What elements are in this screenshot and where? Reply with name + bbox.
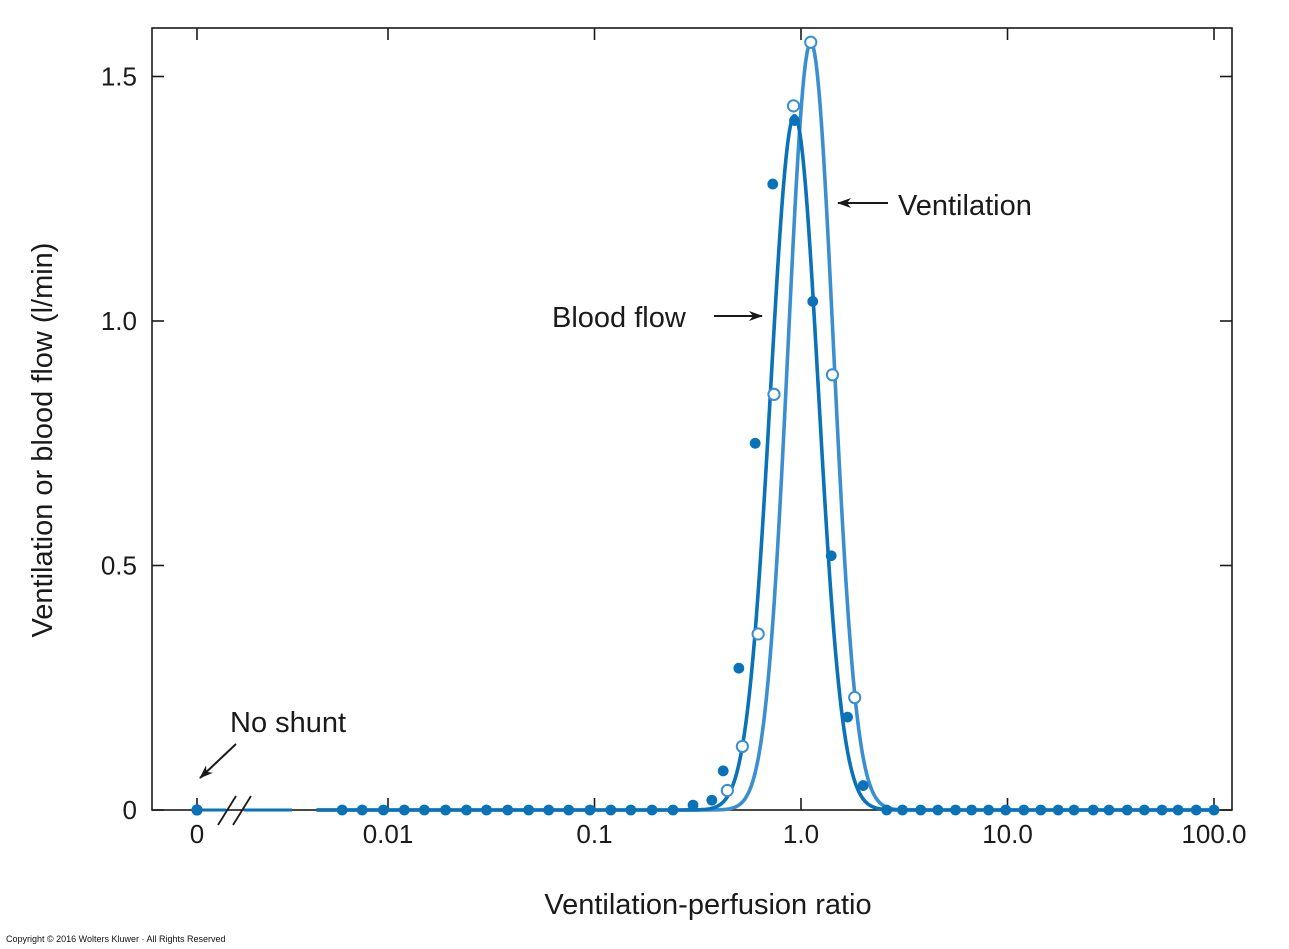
axis-break-mark — [232, 795, 252, 826]
axis-break-mark — [217, 795, 237, 826]
blood-point — [1208, 804, 1220, 816]
blood-point — [584, 804, 596, 816]
x-tick-label: 0 — [190, 819, 204, 849]
x-tick-label: 0.01 — [363, 819, 414, 849]
ventilation-point — [735, 739, 749, 754]
blood-point — [1190, 804, 1202, 816]
y-axis-title: Ventilation or blood flow (l/min) — [27, 243, 59, 638]
ventilation-point — [804, 35, 818, 49]
blood-point — [336, 804, 348, 816]
copyright-notice: Copyright © 2016 Wolters Kluwer · All Ri… — [6, 934, 226, 944]
blood-point — [950, 804, 961, 816]
blood-point — [897, 804, 908, 816]
blood-point — [857, 780, 869, 791]
tick-labels: 0 0.01 0.1 1.0 10.0 100.0 0 0.5 1.0 1.5 — [101, 62, 1247, 850]
blood-point — [563, 804, 575, 816]
blood-point — [966, 804, 977, 816]
blood-point — [523, 804, 535, 816]
x-axis-title: Ventilation-perfusion ratio — [544, 889, 871, 921]
ventilation-point — [786, 99, 801, 113]
blood-point — [356, 804, 368, 816]
blood-point — [461, 804, 472, 816]
shunt-point — [191, 804, 203, 816]
ventilation-point — [720, 783, 734, 798]
blood-point — [1172, 804, 1184, 816]
blood-point — [881, 804, 893, 816]
blood-point — [825, 550, 837, 562]
series-markers — [191, 35, 1220, 816]
blood-point — [398, 804, 410, 816]
y-tick-label: 0 — [123, 795, 137, 825]
series-curves — [197, 40, 1215, 812]
blood-point — [1018, 804, 1030, 816]
blood-point — [915, 804, 927, 816]
blood-point — [667, 804, 679, 816]
y-tick-label: 0.5 — [101, 551, 137, 581]
blood-point — [842, 711, 853, 723]
blood-point — [807, 296, 819, 307]
blood-point — [481, 804, 492, 816]
y-tick-label: 1.5 — [101, 62, 137, 92]
blood-point — [706, 794, 718, 806]
blood-point — [717, 765, 729, 777]
annotation-blood-flow: Blood flow — [552, 302, 687, 334]
ventilation-point — [767, 387, 781, 401]
blood-point — [625, 804, 637, 816]
axis-ticks — [152, 28, 1232, 826]
annotation-no-shunt-arrow — [199, 743, 237, 779]
blood-point — [932, 804, 944, 816]
ventilation-curve — [316, 40, 1215, 812]
blood-point — [1156, 804, 1168, 816]
blood-point — [767, 178, 779, 190]
blood-point — [1138, 804, 1150, 816]
blood-point — [1103, 804, 1115, 816]
blood-point — [502, 804, 514, 816]
blood-point — [1000, 804, 1012, 816]
blood-point — [543, 804, 555, 816]
blood-point — [1087, 804, 1099, 816]
y-tick-label: 1.0 — [101, 306, 137, 336]
blood-point — [646, 804, 658, 816]
blood-point — [605, 804, 617, 816]
blood-point — [1068, 804, 1080, 816]
blood-point — [1052, 804, 1064, 816]
annotation-no-shunt: No shunt — [230, 707, 346, 739]
blood-point — [687, 799, 699, 811]
blood-point — [983, 804, 995, 816]
blood-point — [1121, 804, 1133, 816]
blood-point — [733, 662, 745, 674]
ventilation-point — [848, 690, 862, 705]
blood-point — [789, 115, 800, 126]
ventilation-point — [751, 627, 765, 641]
blood-point — [440, 804, 451, 816]
blood-point — [418, 804, 430, 816]
blood-point — [749, 437, 761, 449]
annotation-ventilation: Ventilation — [898, 190, 1032, 222]
x-tick-label: 1.0 — [783, 819, 819, 849]
plot-frame — [151, 27, 1233, 811]
blood-point — [377, 804, 389, 816]
blood-point — [1035, 804, 1047, 816]
ventilation-point — [825, 368, 840, 382]
x-tick-label: 100.0 — [1181, 819, 1246, 849]
x-tick-label: 10.0 — [982, 819, 1033, 849]
x-tick-label: 0.1 — [576, 819, 612, 849]
